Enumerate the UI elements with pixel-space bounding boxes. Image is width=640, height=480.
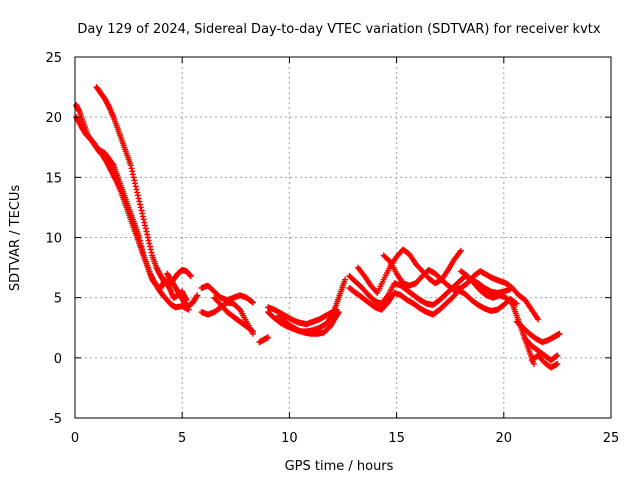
marker-path <box>513 318 563 346</box>
tick-labels: 0 5 10 15 20 25 -5 0 5 10 15 20 25 <box>45 51 619 446</box>
y-tick-label: 25 <box>45 51 62 66</box>
marker-path <box>198 299 256 337</box>
y-tick-label: 15 <box>45 171 62 186</box>
marker-path <box>211 294 256 335</box>
series-track-g <box>211 294 256 335</box>
y-tick-label: 0 <box>54 352 62 367</box>
y-tick-label: 5 <box>54 292 62 307</box>
marker-path <box>522 335 561 364</box>
series-track-i <box>265 304 340 328</box>
series-track-q <box>513 318 563 346</box>
chart-title: Day 129 of 2024, Sidereal Day-to-day VTE… <box>77 22 600 37</box>
series-track-e <box>198 282 256 306</box>
x-tick-label: 25 <box>603 431 620 446</box>
series-track-k <box>275 309 342 337</box>
series-track-c <box>93 84 194 289</box>
marker-path <box>528 352 561 371</box>
marker-path <box>275 309 342 337</box>
y-tick-label: 10 <box>45 232 62 247</box>
y-tick-label: 20 <box>45 111 62 126</box>
y-axis-label: SDTVAR / TECUs <box>8 185 23 292</box>
marker-path <box>93 84 194 289</box>
marker-path <box>198 282 256 306</box>
series-track-s <box>528 352 561 371</box>
marker-path <box>457 268 537 367</box>
series-track-d <box>164 270 201 310</box>
ticks <box>74 56 612 419</box>
series-track-r <box>522 335 561 364</box>
series-track-p <box>457 268 537 367</box>
x-tick-label: 10 <box>281 431 298 446</box>
x-tick-label: 5 <box>178 431 186 446</box>
x-tick-label: 0 <box>71 431 79 446</box>
marker-path <box>346 285 520 318</box>
x-tick-label: 20 <box>496 431 513 446</box>
series-track-h <box>256 334 271 346</box>
series-track-f <box>198 299 256 337</box>
y-tick-label: -5 <box>49 412 62 427</box>
marker-path <box>265 304 340 328</box>
series-track-m <box>346 285 520 318</box>
marker-path <box>164 270 201 310</box>
data-points <box>73 84 563 371</box>
x-tick-label: 15 <box>388 431 405 446</box>
x-axis-label: GPS time / hours <box>285 459 394 474</box>
marker-path <box>256 334 271 346</box>
